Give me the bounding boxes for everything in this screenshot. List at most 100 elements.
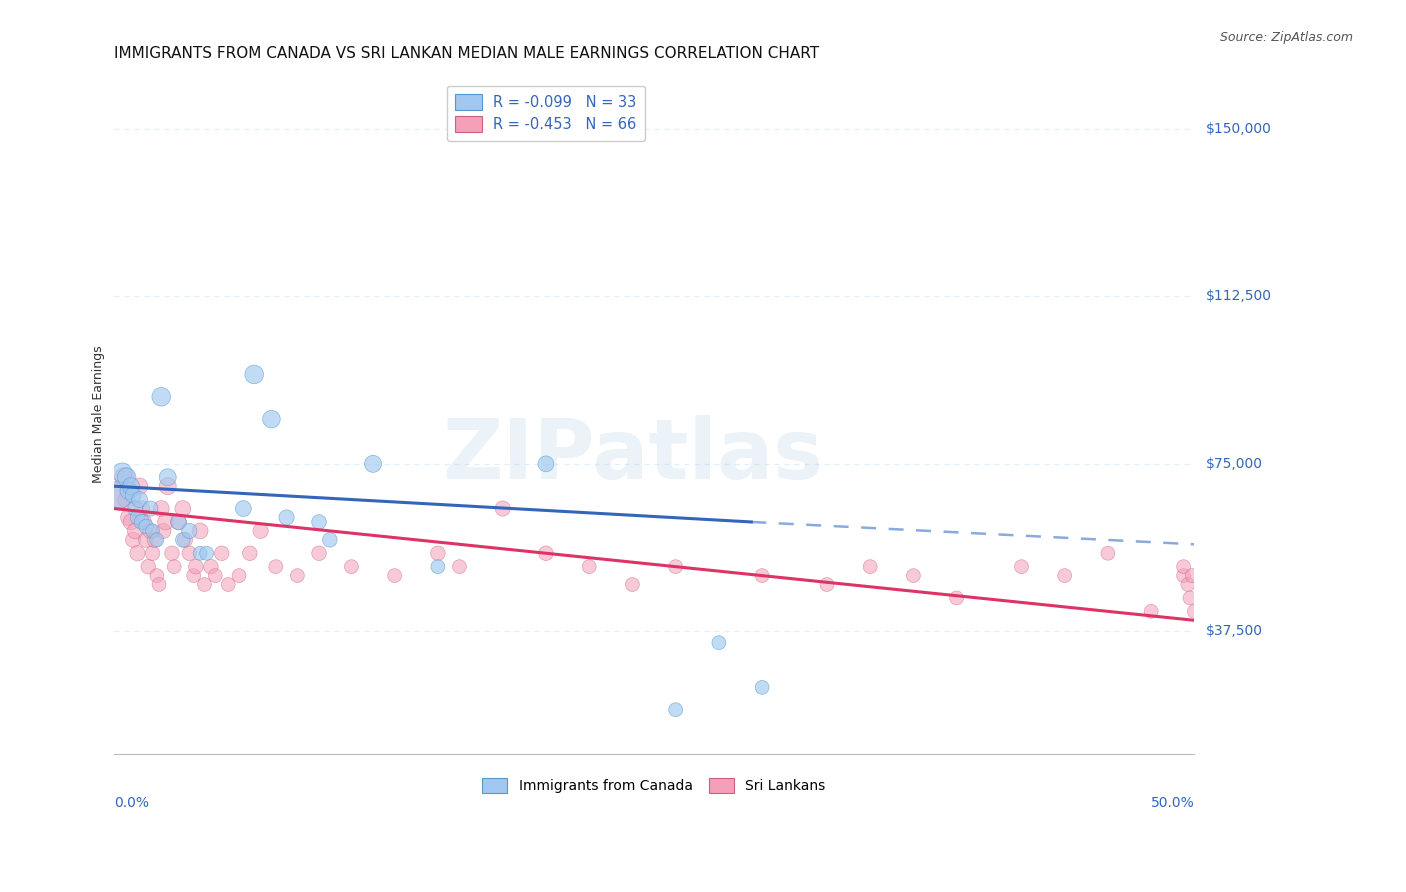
Point: [163, 559, 186, 574]
Point: [815, 577, 838, 591]
Point: [276, 510, 298, 524]
Point: [751, 681, 773, 695]
Point: [308, 546, 330, 560]
Point: [115, 492, 138, 507]
Text: 0.0%: 0.0%: [114, 796, 149, 810]
Point: [426, 546, 449, 560]
Point: [179, 524, 201, 538]
Point: [146, 533, 169, 547]
Point: [131, 501, 153, 516]
Text: $150,000: $150,000: [1205, 121, 1271, 136]
Point: [127, 546, 149, 560]
Point: [148, 577, 170, 591]
Point: [179, 546, 201, 560]
Point: [287, 568, 309, 582]
Point: [108, 488, 131, 502]
Point: [228, 568, 250, 582]
Point: [172, 501, 194, 516]
Point: [114, 470, 136, 484]
Text: Source: ZipAtlas.com: Source: ZipAtlas.com: [1219, 31, 1353, 45]
Point: [193, 577, 215, 591]
Point: [132, 515, 155, 529]
Point: [142, 546, 165, 560]
Point: [1097, 546, 1119, 560]
Point: [167, 515, 190, 529]
Point: [150, 390, 173, 404]
Point: [621, 577, 644, 591]
Point: [534, 546, 557, 560]
Point: [184, 559, 207, 574]
Point: [1181, 568, 1204, 582]
Point: [1140, 604, 1163, 618]
Point: [131, 515, 153, 529]
Point: [319, 533, 342, 547]
Text: IMMIGRANTS FROM CANADA VS SRI LANKAN MEDIAN MALE EARNINGS CORRELATION CHART: IMMIGRANTS FROM CANADA VS SRI LANKAN MED…: [114, 46, 818, 62]
Point: [128, 492, 150, 507]
Point: [156, 470, 179, 484]
Point: [183, 568, 205, 582]
Point: [308, 515, 330, 529]
Point: [1173, 568, 1195, 582]
Legend: Immigrants from Canada, Sri Lankans: Immigrants from Canada, Sri Lankans: [477, 772, 831, 798]
Text: $75,000: $75,000: [1205, 457, 1263, 471]
Point: [118, 510, 141, 524]
Text: ZIPatlas: ZIPatlas: [441, 415, 823, 496]
Point: [200, 559, 222, 574]
Point: [249, 524, 271, 538]
Point: [492, 501, 515, 516]
Point: [122, 533, 145, 547]
Text: 50.0%: 50.0%: [1150, 796, 1194, 810]
Point: [150, 501, 173, 516]
Point: [172, 533, 194, 547]
Point: [384, 568, 406, 582]
Point: [217, 577, 239, 591]
Point: [135, 533, 157, 547]
Point: [136, 559, 159, 574]
Point: [426, 559, 449, 574]
Point: [361, 457, 384, 471]
Point: [232, 501, 254, 516]
Point: [156, 479, 179, 493]
Point: [195, 546, 218, 560]
Point: [107, 488, 129, 502]
Point: [945, 591, 967, 605]
Point: [111, 466, 134, 480]
Point: [160, 546, 183, 560]
Point: [665, 559, 688, 574]
Point: [1053, 568, 1076, 582]
Point: [1182, 604, 1205, 618]
Point: [152, 524, 174, 538]
Point: [188, 546, 211, 560]
Point: [118, 483, 141, 498]
Point: [120, 479, 142, 493]
Point: [1177, 577, 1199, 591]
Point: [260, 412, 283, 426]
Point: [124, 524, 146, 538]
Point: [127, 510, 149, 524]
Point: [665, 703, 688, 717]
Point: [204, 568, 226, 582]
Point: [124, 501, 146, 516]
Point: [534, 457, 557, 471]
Text: $112,500: $112,500: [1205, 289, 1271, 303]
Point: [139, 501, 162, 516]
Point: [264, 559, 287, 574]
Point: [340, 559, 363, 574]
Point: [239, 546, 262, 560]
Point: [903, 568, 925, 582]
Y-axis label: Median Male Earnings: Median Male Earnings: [93, 346, 105, 483]
Text: $37,500: $37,500: [1205, 624, 1263, 639]
Point: [751, 568, 773, 582]
Point: [135, 519, 157, 533]
Point: [155, 515, 177, 529]
Point: [449, 559, 471, 574]
Point: [707, 635, 730, 649]
Point: [115, 470, 138, 484]
Point: [1178, 591, 1201, 605]
Point: [120, 515, 142, 529]
Point: [1011, 559, 1033, 574]
Point: [167, 515, 190, 529]
Point: [243, 368, 266, 382]
Point: [1173, 559, 1195, 574]
Point: [128, 479, 150, 493]
